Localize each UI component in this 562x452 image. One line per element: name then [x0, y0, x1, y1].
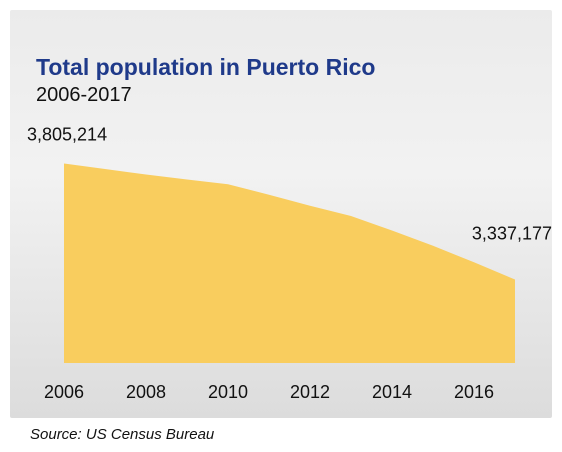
- x-tick-label: 2008: [126, 382, 166, 402]
- chart-title: Total population in Puerto Rico: [36, 54, 376, 80]
- x-axis-ticks: 2006 2008 2010 2012 2014 2016: [44, 382, 494, 402]
- x-tick-label: 2010: [208, 382, 248, 402]
- chart-subtitle: 2006-2017: [36, 84, 132, 106]
- x-tick-label: 2012: [290, 382, 330, 402]
- start-value-label: 3,805,214: [27, 124, 107, 144]
- x-tick-label: 2006: [44, 382, 84, 402]
- x-tick-label: 2016: [454, 382, 494, 402]
- x-tick-label: 2014: [372, 382, 412, 402]
- end-value-label: 3,337,177: [472, 223, 552, 243]
- source-note: Source: US Census Bureau: [30, 426, 215, 443]
- population-area: [64, 163, 515, 363]
- data-labels: 3,805,214 3,337,177: [27, 124, 552, 243]
